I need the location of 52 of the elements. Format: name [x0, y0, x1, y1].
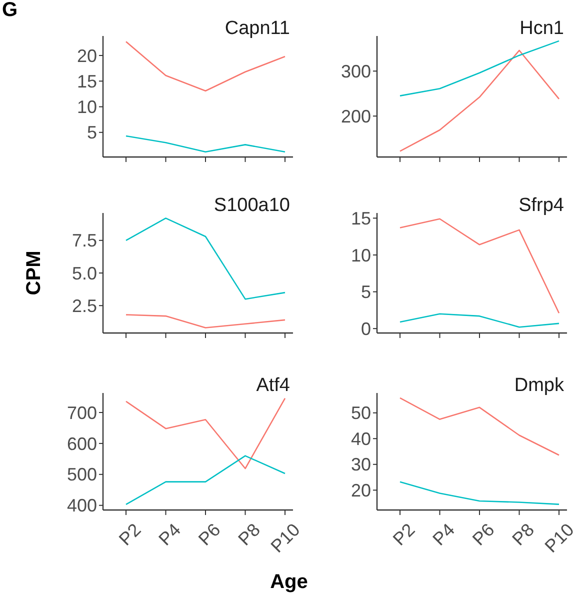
line-series	[125, 40, 286, 92]
y-tick-label: 20	[350, 480, 371, 500]
line-series	[399, 50, 560, 152]
y-tick-label: 20	[76, 46, 97, 66]
line-series	[125, 314, 286, 328]
y-tick-label: 40	[350, 428, 371, 449]
line-series	[399, 397, 560, 456]
x-tick-label: P6	[194, 520, 224, 550]
y-axis-title: CPM	[23, 250, 45, 296]
y-tick-label: 10	[350, 245, 371, 266]
y-tick-label: 200	[340, 106, 371, 126]
y-tick-label: 15	[76, 71, 97, 92]
line-series	[125, 398, 286, 470]
line-series	[125, 218, 286, 300]
y-tick-label: 5.0	[72, 263, 97, 284]
y-tick-label: 5	[86, 122, 97, 143]
y-tick-label: 700	[66, 402, 97, 423]
y-tick-label: 30	[350, 454, 371, 475]
line-series	[399, 218, 560, 314]
y-tick-label: 15	[350, 208, 371, 228]
line-series	[125, 455, 286, 506]
chart-title: Hcn1	[520, 18, 564, 39]
line-series	[399, 313, 560, 328]
y-tick-label: 600	[66, 434, 97, 454]
y-tick-label: 50	[350, 403, 371, 424]
x-tick-label: P8	[234, 520, 264, 550]
x-tick-label: P10	[540, 520, 578, 556]
y-tick-label: 5	[360, 282, 371, 302]
chart-title: Capn11	[224, 18, 290, 39]
line-series	[125, 135, 286, 153]
x-tick-label: P8	[508, 520, 538, 550]
y-tick-label: 0	[360, 318, 371, 339]
x-axis-title: Age	[270, 571, 308, 593]
chart-title: Dmpk	[514, 375, 564, 396]
y-tick-label: 500	[66, 464, 97, 485]
x-tick-label: P10	[266, 520, 304, 556]
y-tick-label: 7.5	[72, 230, 97, 251]
text: G	[2, 0, 18, 21]
line-series	[399, 481, 560, 505]
y-tick-label: 400	[66, 496, 97, 516]
x-tick-label: P4	[154, 520, 184, 550]
y-tick-label: 2.5	[72, 296, 97, 316]
line-series	[399, 40, 560, 96]
x-tick-label: P2	[389, 520, 419, 550]
y-tick-label: 300	[340, 61, 371, 82]
chart-title: Atf4	[256, 375, 290, 396]
x-tick-label: P4	[428, 520, 458, 550]
x-tick-label: P6	[468, 520, 498, 550]
y-tick-label: 10	[76, 97, 97, 118]
x-tick-label: P2	[115, 520, 145, 550]
chart-title: S100a10	[214, 195, 290, 216]
chart-title: Sfrp4	[518, 195, 564, 216]
